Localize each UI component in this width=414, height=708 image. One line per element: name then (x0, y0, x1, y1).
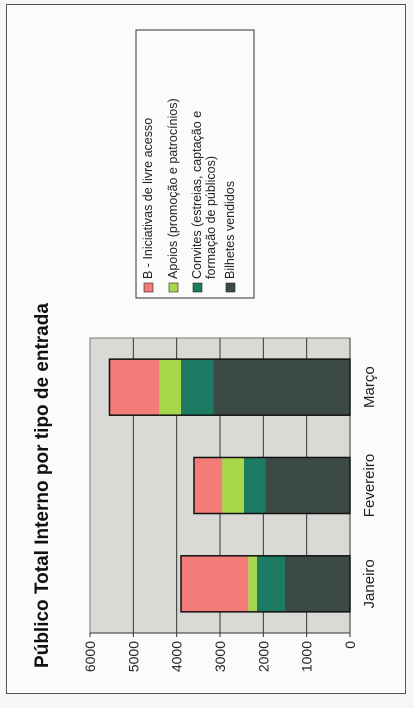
legend-box (135, 29, 255, 299)
category-label: Março (361, 366, 378, 408)
legend-swatch (168, 282, 179, 293)
y-tick-label: 3000 (212, 641, 228, 672)
y-tick-label: 6000 (82, 641, 98, 672)
bar-segment-3-janeiro (248, 555, 257, 612)
bar-outline (180, 555, 351, 613)
bar-segment-1-março (213, 359, 350, 416)
category-label: Fevereiro (361, 454, 378, 517)
bar-outline (108, 358, 351, 416)
y-tick-label: 0 (342, 641, 358, 649)
bar-segment-1-fevereiro (265, 457, 350, 514)
bar-segment-2-janeiro (256, 555, 286, 612)
bar-segment-3-fevereiro (222, 457, 244, 514)
legend-entry: Convites (estreias, captação e (190, 111, 204, 279)
bar-segment-4-fevereiro (194, 457, 223, 514)
legend-entry: formação de públicos) (204, 156, 218, 279)
y-tick-label: 2000 (255, 641, 271, 672)
legend-entry: Bilhetes vendidos (223, 181, 237, 279)
y-tick-label: 4000 (169, 641, 185, 672)
bar-segment-1-janeiro (285, 555, 350, 612)
legend-swatch (143, 282, 154, 293)
legend-swatch (225, 282, 236, 293)
category-label: Janeiro (361, 559, 378, 608)
legend-entry: Apoios (promoção e patrocínios) (166, 98, 180, 279)
legend: B - Iniciativas de livre acesso Apoios (p… (135, 29, 255, 299)
bar-segment-4-março (109, 359, 160, 416)
bar-segment-3-março (159, 359, 181, 416)
y-tick-label: 1000 (299, 641, 315, 672)
bar-segment-4-janeiro (181, 555, 249, 612)
legend-swatch (192, 282, 203, 293)
chart-title: Público Total Interno por tipo de entrad… (32, 303, 53, 668)
plot-area: 0 1000 2000 3000 4000 5000 6000 Janeiro Fevereir… (82, 337, 378, 672)
y-tick-label: 5000 (125, 641, 141, 672)
bar-outline (193, 456, 351, 515)
bar-segment-2-março (181, 359, 214, 416)
legend-entry: B - Iniciativas de livre acesso (141, 118, 155, 279)
bar-segment-2-fevereiro (243, 457, 266, 514)
